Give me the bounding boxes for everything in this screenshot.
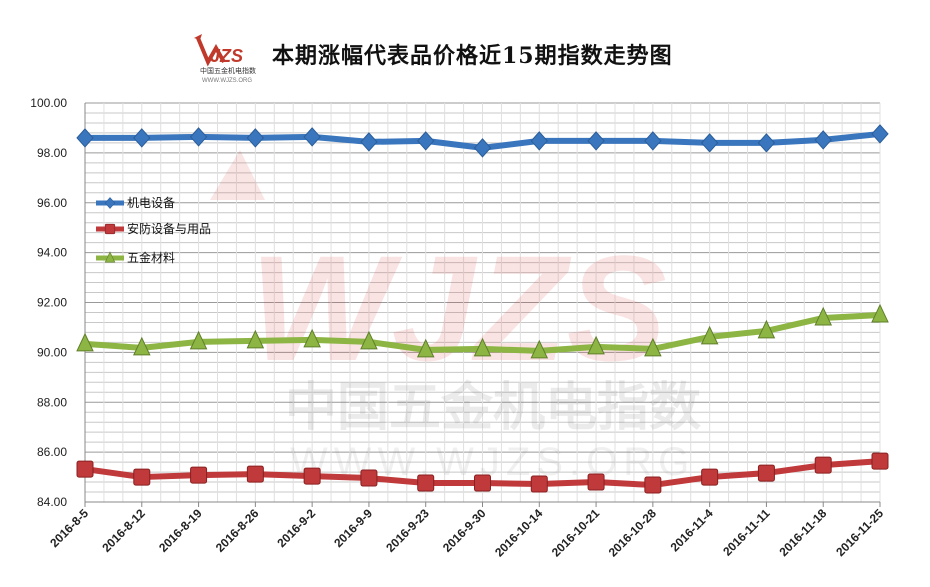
svg-text:JZS: JZS [210,46,243,66]
diamond-marker [700,133,719,153]
chart-title: 本期涨幅代表品价格近15期指数走势图 [272,43,673,69]
x-tick-label: 2016-9-9 [331,506,375,550]
diamond-marker [246,128,265,148]
legend-item: 安防设备与用品 [96,221,211,236]
diamond-marker [303,127,321,147]
diamond-marker [530,131,548,151]
x-tick-label: 2016-8-12 [99,506,148,555]
triangle-marker [360,330,378,350]
legend-label: 安防设备与用品 [127,221,211,236]
x-tick-label: 2016-10-28 [606,506,660,560]
triangle-marker [76,332,94,352]
legend-label: 五金材料 [127,250,175,265]
x-tick-label: 2016-9-30 [440,506,489,555]
x-tick-label: 2016-8-26 [213,506,262,555]
diamond-marker [417,131,435,151]
x-tick-label: 2016-11-18 [776,506,829,559]
square-marker [814,456,832,474]
square-marker [104,223,116,235]
triangle-marker [416,338,435,358]
series-1 [76,452,889,494]
x-tick-label: 2016-10-21 [549,506,603,560]
watermark-logo: WJZS [250,224,667,392]
square-marker [587,473,605,491]
y-tick-label: 98.00 [37,146,67,160]
square-marker [76,460,94,478]
series-2 [76,303,889,359]
square-marker [417,474,435,492]
triangle-marker [132,336,151,356]
diamond-marker [757,133,776,153]
triangle-marker [871,303,889,323]
wjzs-logo: JZS 中国五金机电指数 WWW.WJZS.ORG [194,34,256,84]
diamond-marker [871,124,889,144]
triangle-marker [814,306,833,326]
diamond-marker [360,132,378,152]
triangle-marker [757,319,776,339]
triangle-marker [530,339,549,359]
series-0 [76,124,889,158]
square-marker [530,475,548,493]
x-tick-label: 2016-11-25 [833,506,886,559]
triangle-marker [303,328,321,348]
diamond-marker [76,128,94,148]
square-marker [360,469,378,487]
square-marker [303,467,321,485]
watermark-arrow [210,150,265,200]
legend-item: 五金材料 [96,250,175,265]
y-tick-label: 100.00 [30,96,67,110]
y-tick-label: 84.00 [37,495,67,509]
square-marker [871,452,889,470]
svg-text:中国五金机电指数: 中国五金机电指数 [200,66,256,75]
x-tick-label: 2016-8-5 [47,506,91,550]
diamond-marker [104,197,116,209]
triangle-marker [104,251,116,263]
square-marker [190,466,208,484]
x-tick-label: 2016-9-2 [274,506,318,550]
watermark: WJZS 中国五金机电指数 WWW.WJZS.ORG [210,150,701,484]
diamond-marker [814,130,832,150]
square-marker [246,465,264,483]
x-tick-label: 2016-8-19 [156,506,205,555]
triangle-marker [587,335,605,355]
y-tick-label: 86.00 [37,445,67,459]
x-tick-label: 2016-11-4 [668,506,716,554]
x-tick-label: 2016-9-23 [383,506,432,555]
diamond-marker [644,131,662,151]
legend-item: 机电设备 [96,196,175,210]
grid [84,102,881,503]
svg-text:WWW.WJZS.ORG: WWW.WJZS.ORG [202,78,252,84]
square-marker [474,474,491,492]
triangle-marker [700,325,719,345]
y-tick-label: 94.00 [37,246,67,260]
legend-label: 机电设备 [127,196,175,210]
x-tick-label: 2016-10-14 [492,506,546,560]
triangle-marker [473,337,492,357]
diamond-marker [587,131,605,151]
series [76,124,889,494]
y-tick-label: 92.00 [37,296,67,310]
diamond-marker [133,128,151,148]
triangle-marker [189,330,208,350]
diamond-marker [473,138,492,158]
diamond-marker [189,127,208,147]
triangle-marker [644,337,662,357]
y-tick-label: 90.00 [37,345,67,359]
square-marker [757,464,775,482]
square-marker [644,476,662,494]
y-tick-label: 96.00 [37,196,67,210]
x-tick-label: 2016-11-11 [720,506,773,559]
y-tick-label: 88.00 [37,395,67,409]
square-marker [133,468,151,486]
watermark-text: 中国五金机电指数 [285,378,701,438]
square-marker [701,468,719,486]
triangle-marker [246,329,265,349]
